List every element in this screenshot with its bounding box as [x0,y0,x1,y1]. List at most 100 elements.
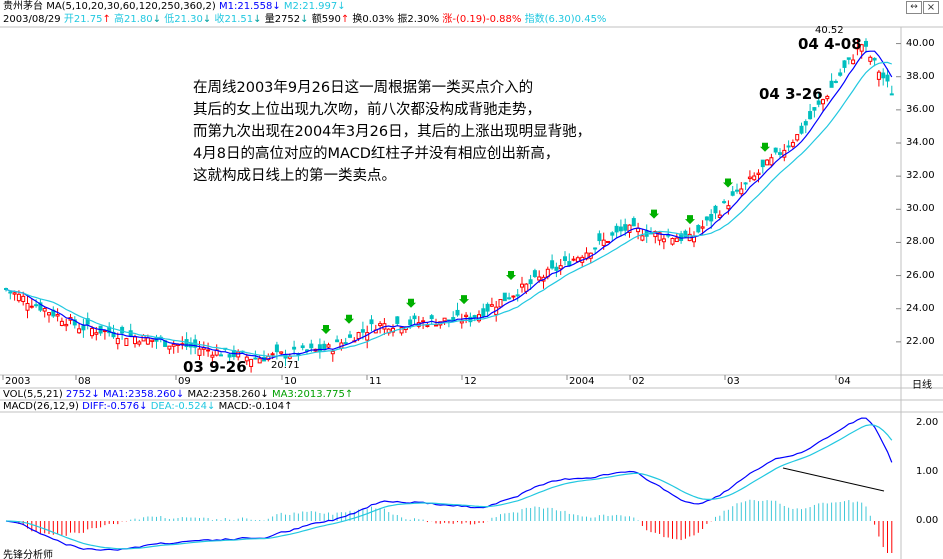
macd-arrow: ↑ [284,401,293,412]
price-tick-label: 24.00 [906,302,935,314]
price-tick-label: 22.00 [906,335,935,347]
candle-body [81,325,86,331]
candle-body [601,239,606,246]
candle-body [709,213,714,222]
volume-arrow: ↓ [300,14,309,25]
candle-body [206,349,211,352]
high-price: 高21.80 [114,14,153,25]
candle-body [803,121,808,126]
candle-body [451,317,456,322]
candle-body [760,159,765,168]
candle-body [236,351,241,358]
candle-body [481,308,486,317]
candle-body [485,303,490,312]
candle-body [795,134,800,141]
candle-body [700,226,705,229]
kiss-marker-arrow [506,270,516,280]
candle-body [77,328,82,334]
candle-body [219,354,223,357]
candle-body [889,93,894,96]
candle-body [631,218,636,227]
candle-body [739,188,744,195]
vol-value: 2752 [65,389,92,400]
candle-body [47,312,51,316]
app-name: 先锋分析师 [3,550,53,559]
candle-body [851,59,856,65]
date-tick-label: 12 [464,376,477,387]
candle-body [279,351,284,354]
volume-value: 量2752 [264,14,301,25]
price-tick-label: 36.00 [906,103,935,115]
candle-body [16,293,21,302]
candle-body [614,225,619,233]
candle-body [102,330,107,333]
candle-body [455,309,460,316]
low-price: 低21.30 [164,14,203,25]
close-button[interactable]: × [923,1,939,14]
candle-body [210,354,215,358]
candle-body [253,357,258,360]
quote-date: 2003/08/29 [3,14,61,25]
price-tick-label: 34.00 [906,137,935,148]
candle-body [838,72,843,76]
note-line-1: 在周线2003年9月26日这一周根据第一类买点介入的 [193,80,534,96]
ma-line-short [5,50,893,360]
candle-body [717,214,722,218]
candle-body [618,226,623,232]
candle-body [412,315,417,320]
candle-body [399,327,404,334]
candle-body [704,216,709,221]
candle-body [808,111,813,120]
candle-body [713,205,718,214]
kiss-marker-arrow [723,178,733,188]
candle-body [429,315,434,320]
date-tick-label: 09 [178,376,191,387]
candle-body [876,71,881,80]
kiss-marker-arrow [321,325,331,335]
restore-button[interactable]: ↔ [906,1,922,14]
vol-ma1-arrow: ↓ [175,389,185,400]
candle-body [507,297,512,300]
candle-body [309,343,314,349]
low-arrow: ↓ [202,14,212,25]
kiss-marker-arrow [459,295,469,305]
macd-diff-arrow: ↓ [139,401,148,412]
note-line-3: 而第九次出现在2004年3月26日，其后的上涨出现明显背驰， [193,124,592,140]
close-price: 收21.51 [214,14,254,25]
candle-body [184,339,189,348]
candle-body [330,351,335,355]
candle-body [597,233,602,242]
change-value: 涨-(0.19)-0.88% [442,14,522,25]
candle-body [8,291,13,294]
kiss-marker-arrow [760,142,770,152]
vol-ma3-arrow: ↑ [344,389,354,400]
candle-body [571,258,576,261]
candle-body [524,283,529,292]
price-tick-label: 40.00 [906,37,935,49]
m2-arrow: ↓ [337,1,346,12]
candle-body [722,201,727,204]
price-tick-label: 26.00 [906,269,935,281]
candle-body [799,125,804,134]
candle-body [627,224,632,233]
macd-params: MACD(26,12,9) [3,401,79,412]
candle-body [790,142,795,147]
candle-body [171,343,176,347]
vol-ma2: MA2:2358.260 [187,389,261,400]
candle-body [64,323,69,327]
date-tick-label: 2003 [5,376,31,387]
header-line-2: 2003/08/29 开21.75↑ 高21.80↓ 低21.30↓ 收21.5… [3,14,606,26]
date-tick-label: 03 [727,376,740,387]
candle-body [812,107,817,111]
amount-arrow: ↑ [340,14,350,25]
candle-body [326,344,331,348]
candle-body [515,294,520,297]
candle-body [881,72,886,79]
buy-point-label: 03 9-26 [183,358,247,376]
candle-body [610,232,615,236]
macd-dea-arrow: ↓ [207,401,216,412]
candle-body [765,159,770,166]
macd-tick-label: 2.00 [916,417,939,428]
